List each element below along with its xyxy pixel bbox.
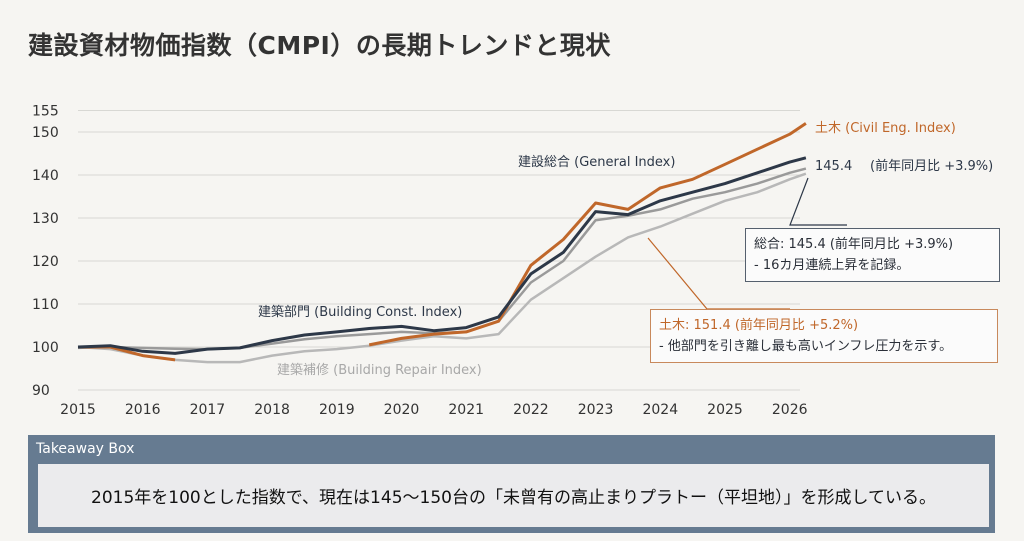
takeaway-text: 2015年を100とした指数で、現在は145～150台の「未曾有の高止まりプラト…	[91, 488, 936, 508]
y-tick-label: 100	[32, 340, 59, 356]
y-tick-label: 155	[32, 104, 59, 120]
takeaway-header: Takeaway Box	[36, 441, 135, 457]
x-tick-label: 2022	[513, 402, 549, 418]
y-tick-label: 130	[32, 211, 59, 227]
x-tick-label: 2023	[578, 402, 614, 418]
series-line-3	[77, 156, 807, 355]
y-tick-label: 140	[32, 168, 59, 184]
x-tick-label: 2021	[448, 402, 484, 418]
x-tick-label: 2020	[384, 402, 420, 418]
general-callout-text: - 16カ月連続上昇を記録。	[754, 258, 910, 273]
takeaway-box: Takeaway Box 2015年を100とした指数で、現在は145～150台…	[28, 435, 995, 533]
y-tick-label: 90	[32, 383, 50, 399]
general-label: 建設総合 (General Index)	[518, 154, 675, 170]
general-callout-leader	[789, 177, 847, 226]
x-tick-label: 2017	[190, 402, 226, 418]
page-title: 建設資材物価指数（CMPI）の長期トレンドと現状	[28, 31, 611, 60]
x-tick-label: 2026	[772, 402, 808, 418]
y-tick-label: 110	[32, 297, 59, 313]
x-tick-label: 2016	[125, 402, 161, 418]
x-tick-label: 2025	[707, 402, 743, 418]
x-tick-label: 2019	[319, 402, 355, 418]
civil-callout-text: - 他部門を引き離し最も高いインフレ圧力を示す。	[659, 339, 953, 354]
series-line-0	[77, 172, 807, 364]
civil-callout-title: 土木: 151.4 (前年同月比 +5.2%)	[659, 318, 859, 333]
y-tick-label: 120	[32, 254, 59, 270]
general-end-value: 145.4	[815, 159, 852, 174]
repair-label: 建築補修 (Building Repair Index)	[277, 363, 482, 378]
general-end-note: (前年同月比 +3.9%)	[870, 158, 993, 174]
x-tick-label: 2015	[60, 402, 96, 418]
civil-label: 土木 (Civil Eng. Index)	[815, 121, 956, 136]
x-tick-label: 2024	[642, 402, 678, 418]
x-tick-label: 2018	[254, 402, 290, 418]
general-callout-title: 総合: 145.4 (前年同月比 +3.9%)	[754, 237, 954, 252]
line-chart: 90 100 110 120 130 140 150 155 2015 2016 2017 2018 2…	[32, 104, 993, 419]
general-callout: 総合: 145.4 (前年同月比 +3.9%) - 16カ月連続上昇を記録。	[745, 228, 1000, 282]
civil-callout: 土木: 151.4 (前年同月比 +5.2%) - 他部門を引き離し最も高いイン…	[650, 309, 998, 363]
y-tick-label: 150	[32, 125, 59, 141]
building-label: 建築部門 (Building Const. Index)	[258, 305, 462, 320]
